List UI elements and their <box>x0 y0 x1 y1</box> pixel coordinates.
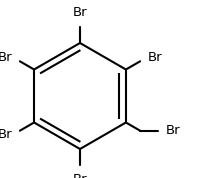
Text: Br: Br <box>0 51 12 64</box>
Text: Br: Br <box>166 124 180 137</box>
Text: Br: Br <box>73 6 87 19</box>
Text: Br: Br <box>148 51 162 64</box>
Text: Br: Br <box>73 173 87 178</box>
Text: Br: Br <box>0 128 12 141</box>
